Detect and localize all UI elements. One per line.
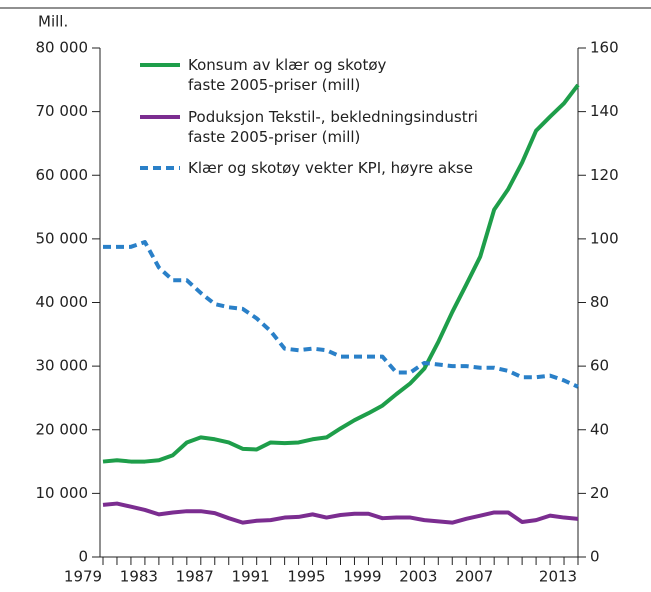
y-axis-label: Mill. [38, 13, 68, 31]
x-tick-label: 1999 [343, 568, 381, 586]
y2-tick-label: 20 [590, 484, 609, 502]
x-tick-label: 1995 [287, 568, 325, 586]
y-tick-label: 10 000 [36, 484, 89, 502]
x-tick-label: 1991 [232, 568, 270, 586]
y-tick-label: 70 000 [36, 102, 89, 120]
y-tick-label: 80 000 [36, 39, 89, 57]
y2-tick-label: 140 [590, 102, 619, 120]
series-line [102, 501, 579, 525]
x-tick-label: 2007 [455, 568, 493, 586]
y2-tick-label: 60 [590, 357, 609, 375]
y2-tick-label: 120 [590, 166, 619, 184]
y2-tick-label: 80 [590, 293, 609, 311]
x-tick-label: 2003 [399, 568, 437, 586]
legend-label: Konsum av klær og skotøy faste 2005-pris… [188, 56, 387, 94]
y2-tick-label: 160 [590, 39, 619, 57]
y-tick-label: 40 000 [36, 293, 89, 311]
y-tick-label: 30 000 [36, 357, 89, 375]
y-tick-label: 20 000 [36, 420, 89, 438]
legend-label: Klær og skotøy vekter KPI, høyre akse [188, 159, 473, 177]
y2-tick-label: 40 [590, 420, 609, 438]
legend-label: Poduksjon Tekstil-, bekledningsindustri … [188, 108, 478, 146]
y-tick-label: 60 000 [36, 166, 89, 184]
x-tick-label: 1987 [176, 568, 214, 586]
y-tick-label: 50 000 [36, 229, 89, 247]
y2-tick-label: 100 [590, 229, 619, 247]
series-line [103, 240, 579, 389]
y2-tick-label: 0 [590, 548, 600, 566]
series-line [102, 83, 580, 464]
x-tick-label: 1979 [64, 568, 102, 586]
x-tick-label: 2013 [539, 568, 577, 586]
x-tick-label: 1983 [120, 568, 158, 586]
y-tick-label: 0 [78, 548, 88, 566]
